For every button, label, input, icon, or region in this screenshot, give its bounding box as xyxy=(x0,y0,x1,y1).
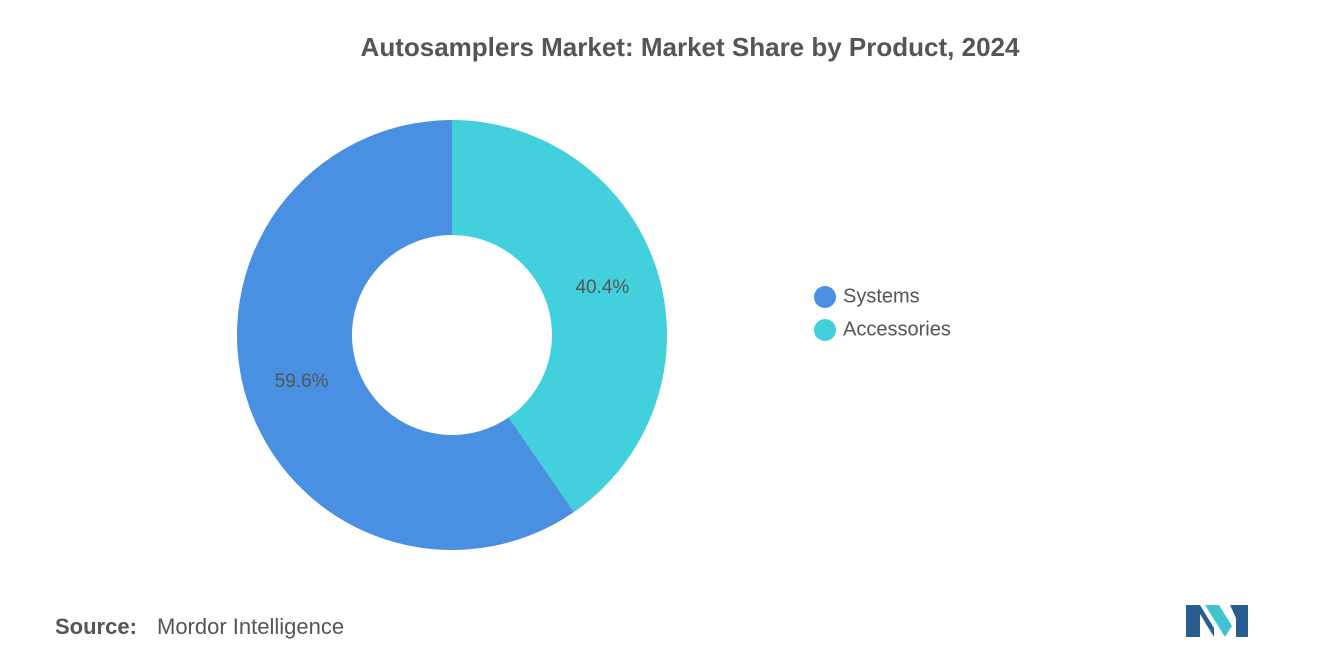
logo-shape xyxy=(1205,605,1232,637)
data-label: 59.6% xyxy=(275,371,329,392)
slice xyxy=(452,120,667,513)
chart-title: Autosamplers Market: Market Share by Pro… xyxy=(361,32,1020,62)
slice xyxy=(236,120,574,550)
source-text: Mordor Intelligence xyxy=(157,614,344,639)
legend-marker xyxy=(814,286,836,308)
legend-label: Systems xyxy=(843,285,920,307)
logo-shape xyxy=(1230,605,1248,637)
logo xyxy=(1186,605,1248,637)
legend-label: Accessories xyxy=(843,318,951,340)
logo-shape xyxy=(1186,605,1214,637)
legend-marker xyxy=(814,319,836,341)
source-label: Source: xyxy=(55,614,137,639)
data-label: 40.4% xyxy=(575,277,629,298)
